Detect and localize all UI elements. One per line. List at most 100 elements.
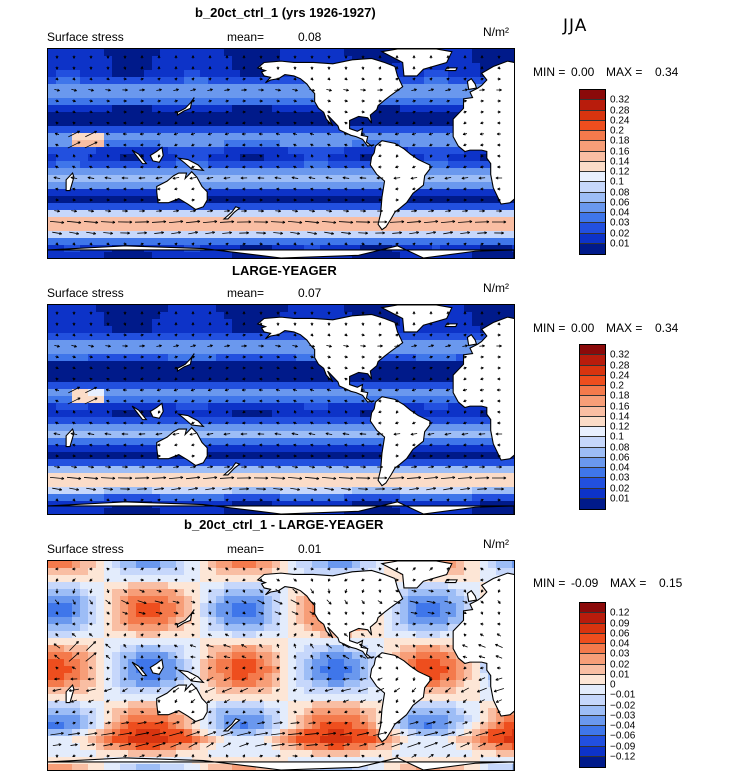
stress-vector (327, 154, 331, 158)
stress-vector (276, 454, 280, 458)
field-cell (456, 480, 465, 488)
field-cell (504, 56, 513, 64)
stress-vector (55, 366, 59, 370)
field-cell (448, 182, 457, 190)
field-cell (136, 347, 145, 355)
field-cell (232, 196, 241, 204)
field-cell (192, 224, 201, 232)
field-cell (368, 119, 377, 127)
stress-vector (361, 143, 365, 147)
colorbar-tick-label: 0.14 (610, 156, 630, 168)
field-cell (464, 424, 473, 432)
field-cell (456, 63, 465, 71)
field-cell (48, 84, 57, 92)
stress-vector (304, 476, 320, 480)
field-cell (280, 382, 289, 390)
field-cell (432, 319, 441, 327)
stress-vector (427, 176, 435, 180)
stress-vector (157, 322, 161, 326)
field-cell (136, 84, 145, 92)
field-cell (112, 722, 121, 730)
field-cell (184, 319, 193, 327)
field-cell (96, 473, 105, 481)
stress-vector (173, 209, 179, 213)
field-cell (432, 410, 441, 418)
field-cell (224, 480, 233, 488)
field-cell (240, 49, 249, 57)
field-cell (272, 333, 281, 341)
stress-vector (190, 388, 196, 392)
field-cell (280, 84, 289, 92)
field-cell (168, 112, 177, 120)
field-cell (344, 431, 353, 439)
stress-vector (253, 476, 269, 480)
stress-vector (360, 132, 365, 136)
field-cell (384, 368, 393, 376)
field-cell (200, 91, 209, 99)
field-cell (136, 368, 145, 376)
stress-vector (310, 198, 314, 202)
field-cell (216, 473, 225, 481)
field-cell (224, 368, 233, 376)
field-cell (464, 326, 473, 334)
field-cell (160, 403, 169, 411)
field-cell (272, 98, 281, 106)
field-cell (88, 77, 97, 85)
stress-vector (445, 88, 451, 92)
field-cell (304, 182, 313, 190)
field-cell (64, 238, 73, 246)
stress-vector (479, 132, 485, 136)
field-cell (64, 729, 73, 737)
field-cell (200, 417, 209, 425)
stress-vector (239, 487, 249, 491)
field-cell (176, 410, 185, 418)
field-cell (176, 98, 185, 106)
stress-vector (395, 198, 399, 202)
field-cell (136, 645, 145, 653)
field-cell (368, 238, 377, 246)
field-cell (176, 326, 185, 334)
panel1-colorbar (579, 89, 606, 255)
stress-vector (104, 176, 112, 180)
field-cell (376, 133, 385, 141)
field-cell (120, 403, 129, 411)
stress-vector (207, 88, 213, 92)
field-cell (288, 480, 297, 488)
field-cell (456, 347, 465, 355)
field-cell (472, 231, 481, 239)
field-cell (112, 494, 121, 502)
stress-vector (497, 99, 501, 103)
field-cell (320, 459, 329, 467)
field-cell (440, 326, 449, 334)
field-cell (64, 652, 73, 660)
field-cell (480, 168, 489, 176)
stress-vector (480, 198, 484, 202)
field-cell (304, 133, 313, 141)
field-cell (176, 480, 185, 488)
field-cell (96, 196, 105, 204)
field-cell (136, 182, 145, 190)
stress-vector (310, 187, 314, 191)
field-cell (96, 126, 105, 134)
field-cell (288, 403, 297, 411)
field-cell (248, 424, 257, 432)
field-cell (56, 189, 65, 197)
field-cell (112, 694, 121, 702)
field-cell (432, 112, 441, 120)
field-cell (144, 603, 153, 611)
field-cell (416, 77, 425, 85)
field-cell (344, 389, 353, 397)
field-cell (184, 312, 193, 320)
field-cell (448, 84, 457, 92)
stress-vector (462, 132, 468, 136)
field-cell (456, 473, 465, 481)
field-cell (248, 140, 257, 148)
field-cell (104, 445, 113, 453)
field-cell (280, 424, 289, 432)
field-cell (48, 645, 57, 653)
field-cell (216, 466, 225, 474)
stress-vector (327, 410, 331, 414)
field-cell (64, 231, 73, 239)
field-cell (176, 238, 185, 246)
stress-vector (426, 487, 436, 491)
